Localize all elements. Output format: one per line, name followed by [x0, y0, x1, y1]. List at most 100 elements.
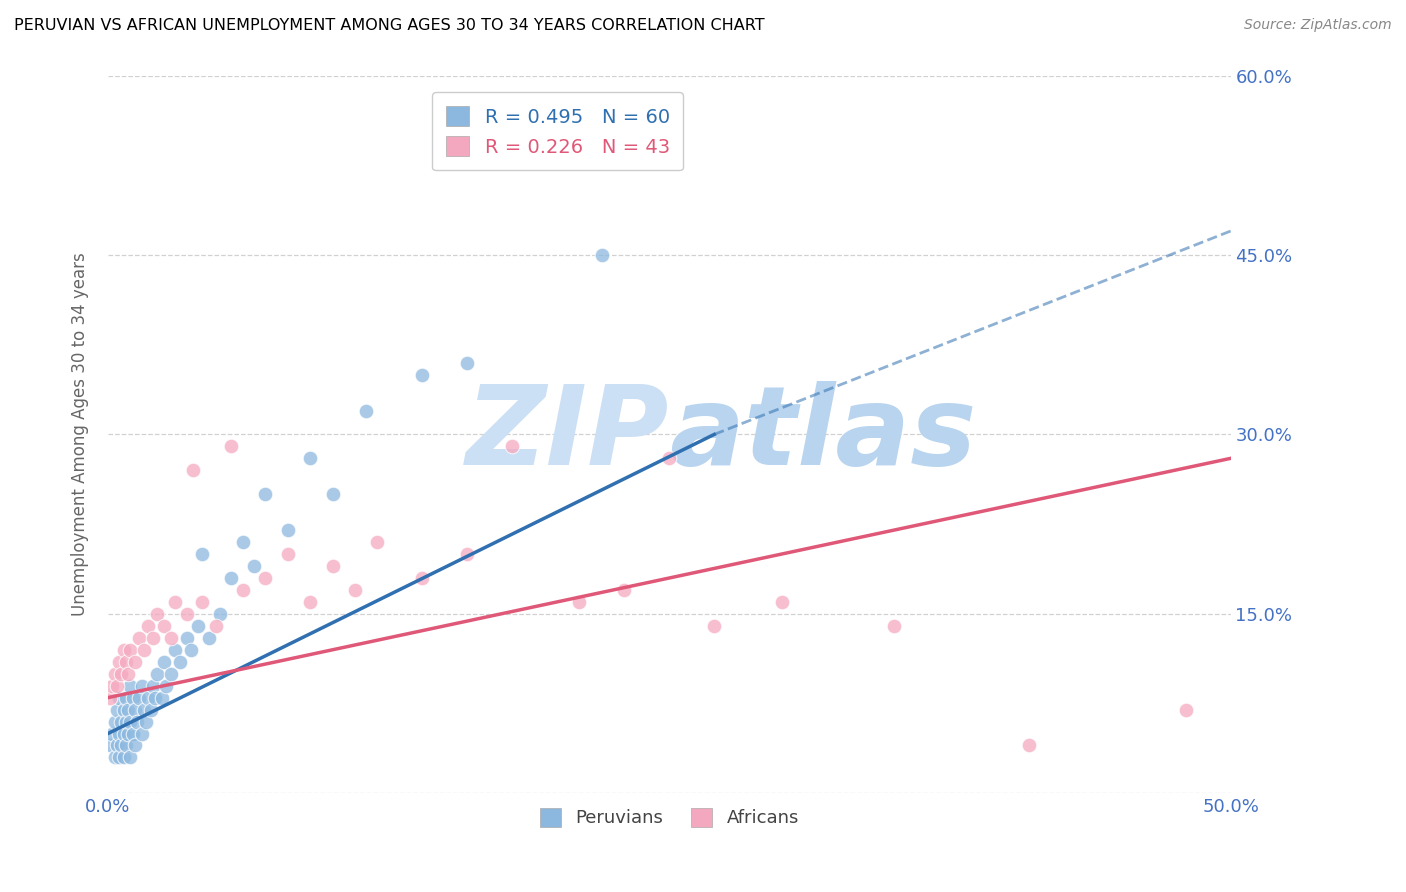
Y-axis label: Unemployment Among Ages 30 to 34 years: Unemployment Among Ages 30 to 34 years [72, 252, 89, 616]
Point [160, 631, 183, 645]
Point [127, 714, 149, 729]
Point [354, 403, 377, 417]
Point [142, 631, 165, 645]
Point [124, 703, 146, 717]
Point [165, 642, 187, 657]
Point [124, 739, 146, 753]
Point [191, 595, 214, 609]
Point [232, 535, 254, 549]
Point [120, 642, 142, 657]
Point [105, 703, 128, 717]
Point [1018, 739, 1040, 753]
Point [132, 703, 155, 717]
Point [112, 703, 135, 717]
Point [883, 619, 905, 633]
Point [110, 739, 132, 753]
Point [591, 248, 613, 262]
Legend: Peruvians, Africans: Peruvians, Africans [533, 801, 806, 835]
Point [105, 739, 128, 753]
Point [138, 690, 160, 705]
Point [108, 726, 131, 740]
Point [120, 750, 142, 764]
Point [108, 655, 131, 669]
Text: atlas: atlas [669, 381, 977, 488]
Point [456, 547, 478, 561]
Point [153, 619, 176, 633]
Point [128, 631, 150, 645]
Point [180, 642, 202, 657]
Point [143, 690, 166, 705]
Point [1174, 703, 1197, 717]
Point [117, 726, 139, 740]
Point [146, 607, 169, 621]
Point [658, 451, 681, 466]
Point [243, 559, 266, 574]
Point [112, 642, 135, 657]
Point [153, 655, 176, 669]
Point [120, 679, 142, 693]
Text: PERUVIAN VS AFRICAN UNEMPLOYMENT AMONG AGES 30 TO 34 YEARS CORRELATION CHART: PERUVIAN VS AFRICAN UNEMPLOYMENT AMONG A… [14, 18, 765, 33]
Point [299, 595, 322, 609]
Point [108, 750, 131, 764]
Point [232, 582, 254, 597]
Point [131, 679, 153, 693]
Point [176, 607, 198, 621]
Point [142, 679, 165, 693]
Point [198, 631, 221, 645]
Point [117, 666, 139, 681]
Text: Source: ZipAtlas.com: Source: ZipAtlas.com [1244, 18, 1392, 32]
Point [299, 451, 322, 466]
Point [110, 666, 132, 681]
Point [138, 619, 160, 633]
Point [277, 523, 299, 537]
Point [104, 714, 127, 729]
Point [121, 726, 143, 740]
Point [101, 726, 124, 740]
Point [456, 356, 478, 370]
Point [139, 703, 162, 717]
Point [128, 690, 150, 705]
Point [501, 439, 523, 453]
Point [568, 595, 591, 609]
Point [101, 679, 124, 693]
Point [321, 487, 343, 501]
Point [146, 666, 169, 681]
Point [221, 439, 243, 453]
Point [321, 559, 343, 574]
Point [176, 631, 198, 645]
Point [105, 679, 128, 693]
Point [112, 750, 135, 764]
Point [160, 666, 183, 681]
Point [155, 679, 177, 693]
Point [115, 690, 138, 705]
Point [703, 619, 725, 633]
Point [135, 714, 157, 729]
Text: ZIP: ZIP [465, 381, 669, 488]
Point [546, 128, 568, 143]
Point [121, 690, 143, 705]
Point [115, 739, 138, 753]
Point [254, 571, 277, 585]
Point [277, 547, 299, 561]
Point [343, 582, 366, 597]
Point [411, 571, 433, 585]
Point [209, 607, 232, 621]
Point [131, 726, 153, 740]
Point [115, 655, 138, 669]
Point [132, 642, 155, 657]
Point [169, 655, 191, 669]
Point [98, 739, 121, 753]
Point [411, 368, 433, 382]
Point [254, 487, 277, 501]
Point [120, 714, 142, 729]
Point [366, 535, 388, 549]
Point [108, 690, 131, 705]
Point [117, 703, 139, 717]
Point [187, 619, 209, 633]
Point [181, 463, 204, 477]
Point [150, 690, 173, 705]
Point [221, 571, 243, 585]
Point [104, 750, 127, 764]
Point [104, 666, 127, 681]
Point [613, 582, 636, 597]
